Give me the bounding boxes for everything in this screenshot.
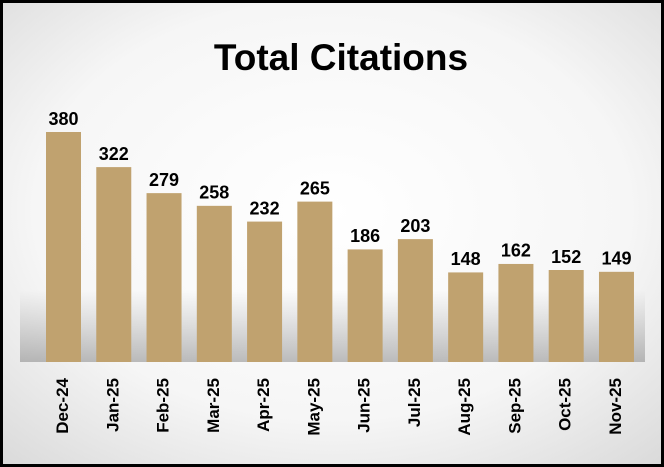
x-tick-label: Sep-25 xyxy=(505,378,524,434)
x-tick-label: Apr-25 xyxy=(254,378,273,432)
x-tick-label: Jan-25 xyxy=(103,378,122,432)
bar xyxy=(598,271,634,362)
chart-title: Total Citations xyxy=(214,37,468,78)
x-tick-label: Jun-25 xyxy=(355,378,374,433)
bar xyxy=(548,270,584,362)
x-tick-label: Oct-25 xyxy=(556,378,575,431)
x-tick-label: Dec-24 xyxy=(53,377,72,433)
data-label: 322 xyxy=(99,144,129,164)
data-label: 279 xyxy=(149,170,179,190)
bar xyxy=(247,221,283,362)
data-label: 149 xyxy=(601,249,631,269)
data-label: 232 xyxy=(250,198,280,218)
bar xyxy=(146,193,182,362)
bar xyxy=(448,272,484,362)
bar xyxy=(46,132,81,362)
bar xyxy=(498,263,534,362)
data-label: 186 xyxy=(350,226,380,246)
x-tick-label: Nov-25 xyxy=(606,378,625,435)
bar xyxy=(196,205,232,362)
data-label: 265 xyxy=(300,178,330,198)
bar xyxy=(397,239,433,362)
data-label: 258 xyxy=(199,183,229,203)
x-tick-label: Jul-25 xyxy=(405,378,424,427)
x-tick-label: Aug-25 xyxy=(455,378,474,436)
bar xyxy=(297,201,333,362)
data-label: 380 xyxy=(48,109,78,129)
data-label: 152 xyxy=(551,247,581,267)
x-tick-label: Feb-25 xyxy=(154,378,173,433)
data-label: 148 xyxy=(451,249,481,269)
x-tick-label: May-25 xyxy=(304,378,323,436)
x-tick-label: Mar-25 xyxy=(204,378,223,433)
data-label: 203 xyxy=(400,216,430,236)
data-label: 162 xyxy=(501,241,531,261)
bar xyxy=(96,167,132,362)
bar xyxy=(347,249,383,362)
